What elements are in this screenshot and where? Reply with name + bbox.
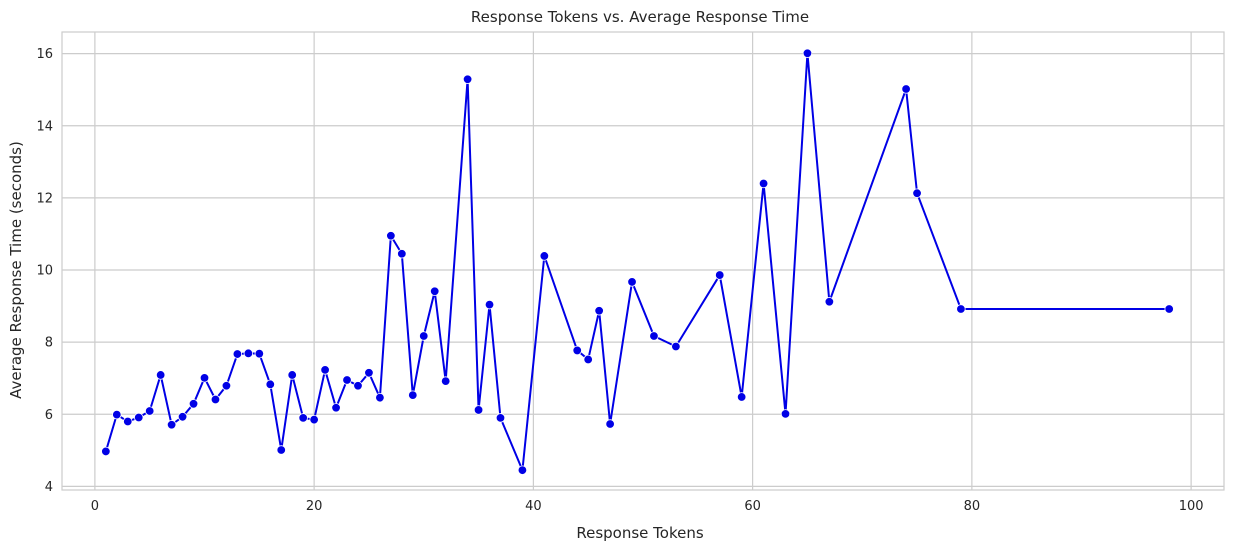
data-point <box>605 419 615 429</box>
data-point <box>594 306 604 316</box>
data-point <box>254 348 265 359</box>
data-point <box>901 84 911 94</box>
data-point <box>287 370 297 380</box>
data-point <box>649 331 659 341</box>
data-point <box>956 304 966 314</box>
x-tick-label: 80 <box>964 499 981 514</box>
data-point <box>155 370 166 380</box>
data-point <box>309 414 319 425</box>
x-tick-label: 0 <box>91 499 99 514</box>
x-axis-title: Response Tokens <box>576 524 703 542</box>
data-point <box>276 445 286 455</box>
data-point <box>144 406 155 416</box>
data-point <box>419 331 429 341</box>
data-point <box>221 381 232 391</box>
data-point <box>473 405 484 415</box>
data-point <box>495 413 506 423</box>
grid-lines <box>62 32 1224 490</box>
data-point <box>539 251 550 261</box>
data-point <box>671 341 681 352</box>
data-point <box>517 465 528 475</box>
data-point <box>627 277 637 287</box>
chart-title: Response Tokens vs. Average Response Tim… <box>471 8 809 26</box>
data-point <box>397 249 407 259</box>
tick-labels: 0 20 40 60 80 100 4 6 8 10 12 14 16 <box>36 47 1203 514</box>
data-point <box>736 392 747 402</box>
data-point <box>572 345 582 356</box>
y-tick-label: 8 <box>45 336 53 351</box>
data-point <box>331 403 341 413</box>
data-point <box>364 368 374 378</box>
data-point <box>408 390 418 400</box>
data-point <box>112 409 122 420</box>
y-tick-label: 6 <box>45 408 53 423</box>
y-tick-label: 4 <box>45 480 53 495</box>
y-axis-title: Average Response Time (seconds) <box>7 141 25 399</box>
y-tick-label: 16 <box>36 47 53 62</box>
y-tick-label: 10 <box>36 264 53 279</box>
y-tick-label: 14 <box>36 119 53 134</box>
data-point <box>320 365 330 375</box>
data-point <box>243 348 254 359</box>
data-point <box>210 394 221 405</box>
plot-frame <box>61 31 1225 491</box>
data-point <box>462 74 473 84</box>
data-point <box>386 231 396 241</box>
data-point <box>101 446 111 457</box>
data-point <box>1164 304 1174 314</box>
x-tick-label: 100 <box>1179 499 1204 514</box>
data-point <box>484 299 495 310</box>
data-point <box>780 409 791 419</box>
data-point <box>298 413 308 423</box>
data-point <box>134 412 144 423</box>
x-tick-label: 60 <box>744 499 761 514</box>
data-point <box>375 392 385 403</box>
x-tick-label: 20 <box>306 499 323 514</box>
data-point <box>123 416 133 427</box>
data-point <box>166 420 177 430</box>
data-points <box>101 48 1174 475</box>
data-point <box>265 379 275 390</box>
data-point <box>342 375 352 385</box>
data-point <box>177 412 188 422</box>
data-point <box>430 286 440 296</box>
data-point <box>824 297 835 307</box>
data-point <box>802 48 813 58</box>
data-point <box>353 381 363 391</box>
y-tick-label: 12 <box>36 191 53 206</box>
data-point <box>758 178 769 189</box>
data-point <box>715 270 725 280</box>
data-point <box>188 399 199 409</box>
data-point <box>199 373 210 383</box>
x-tick-label: 40 <box>525 499 542 514</box>
series-line <box>104 53 1170 471</box>
data-point <box>232 349 243 359</box>
data-point <box>440 376 451 386</box>
data-point <box>583 354 593 365</box>
data-point <box>912 188 922 198</box>
